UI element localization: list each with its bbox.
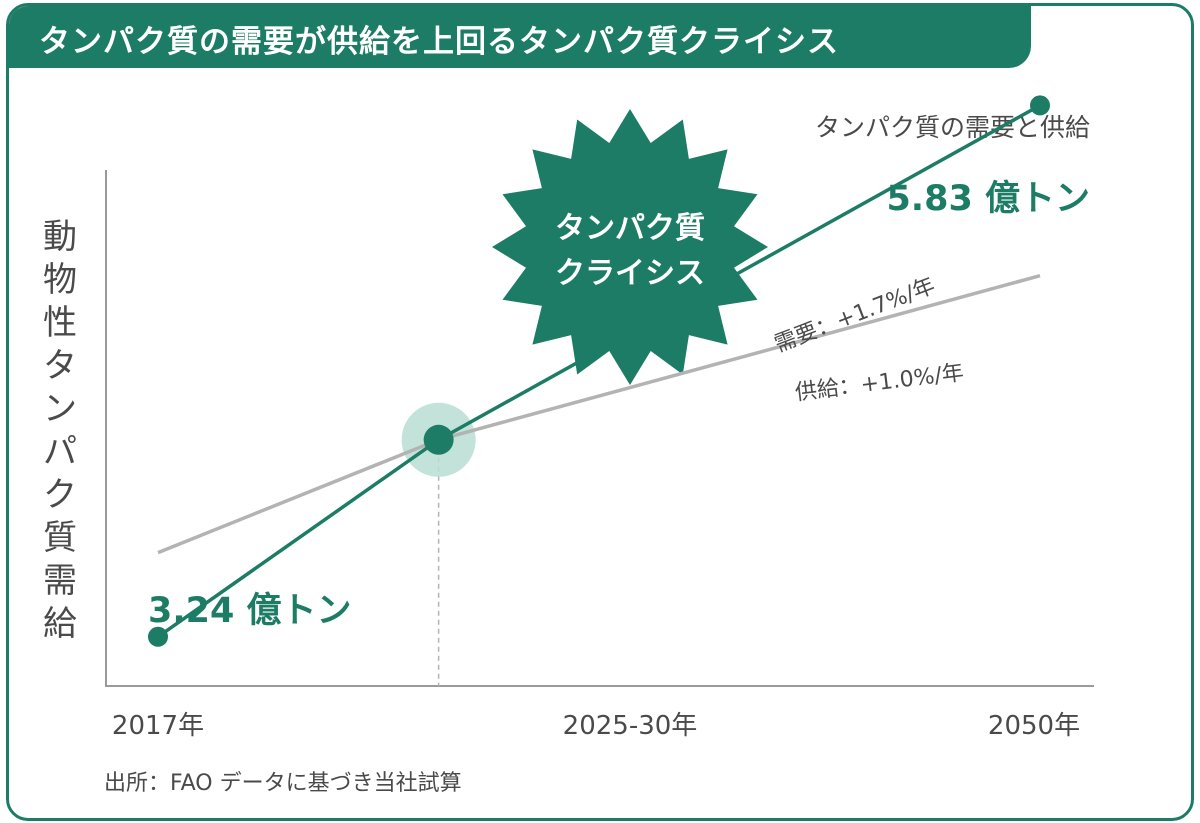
badge-line-2: クライシス [555, 256, 705, 291]
demand-point-2050 [1030, 95, 1050, 116]
page-title: タンパク質の需要が供給を上回るタンパク質クライシス [39, 24, 839, 60]
badge-line-1: タンパク質 [555, 211, 705, 246]
demand-point-2017 [148, 626, 168, 647]
source-note: 出所：FAO データに基づき当社試算 [104, 771, 462, 796]
x-tick-2017: 2017年 [112, 711, 204, 741]
y-axis-label: 動物性タンパク質需給 [43, 217, 77, 644]
demand-start-label: 3.24 億トン [148, 591, 352, 631]
x-tick-2025-30: 2025-30年 [563, 711, 698, 741]
demand-rate-label: 需要：+1.7%/年 [771, 273, 938, 357]
title-banner: タンパク質の需要が供給を上回るタンパク質クライシス [9, 6, 1031, 68]
x-tick-2050: 2050年 [988, 711, 1080, 741]
supply-rate-label: 供給：+1.0%/年 [794, 360, 966, 406]
demand-end-label: 5.83 億トン [886, 179, 1090, 219]
intersection-point [423, 424, 454, 455]
crisis-starburst [492, 109, 768, 385]
chart-subtitle: タンパク質の需要と供給 [815, 113, 1090, 142]
